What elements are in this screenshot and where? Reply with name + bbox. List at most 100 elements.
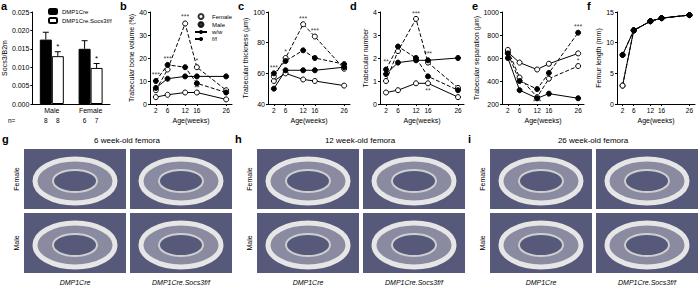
- svg-text:n=: n=: [8, 117, 16, 124]
- svg-text:Trabecular separation (μm): Trabecular separation (μm): [473, 16, 481, 100]
- svg-text:Socs3/B2m: Socs3/B2m: [1, 40, 8, 76]
- svg-text:Female: Female: [479, 167, 486, 190]
- svg-text:2: 2: [384, 107, 388, 114]
- svg-text:DMP1Cre.Socs3f/f: DMP1Cre.Socs3f/f: [62, 18, 112, 24]
- svg-text:Age(weeks): Age(weeks): [638, 117, 675, 125]
- svg-text:26: 26: [575, 107, 583, 114]
- svg-text:Age(weeks): Age(weeks): [404, 117, 441, 125]
- svg-text:3: 3: [373, 32, 377, 39]
- svg-text:Age(weeks): Age(weeks): [291, 117, 328, 125]
- svg-text:Trabecular thickness (μm): Trabecular thickness (μm): [242, 18, 250, 99]
- svg-text:DMP1Cre: DMP1Cre: [526, 279, 557, 286]
- svg-text:2: 2: [272, 107, 276, 114]
- svg-text:***: ***: [574, 23, 582, 30]
- svg-text:6: 6: [632, 107, 636, 114]
- svg-text:Trabecular number: Trabecular number: [362, 28, 369, 88]
- svg-text:2: 2: [373, 55, 377, 62]
- svg-text:0: 0: [143, 101, 147, 108]
- svg-text:f: f: [587, 0, 591, 12]
- svg-text:DMP1Cre: DMP1Cre: [62, 9, 89, 15]
- svg-text:DMP1Cre.Socs3f/f: DMP1Cre.Socs3f/f: [618, 279, 677, 286]
- svg-text:Female: Female: [13, 167, 20, 190]
- svg-text:**: **: [425, 87, 431, 94]
- svg-text:e: e: [472, 0, 478, 12]
- svg-text:6: 6: [518, 107, 522, 114]
- svg-text:10: 10: [139, 78, 147, 85]
- svg-text:6: 6: [396, 107, 400, 114]
- svg-text:Age(weeks): Age(weeks): [173, 117, 210, 125]
- svg-text:b: b: [120, 0, 127, 12]
- svg-text:DMP1Cre.Socs3f/f: DMP1Cre.Socs3f/f: [385, 279, 444, 286]
- svg-text:Male: Male: [212, 22, 226, 28]
- svg-text:400: 400: [487, 78, 499, 85]
- svg-text:*: *: [95, 54, 98, 63]
- svg-text:0: 0: [610, 101, 614, 108]
- svg-text:**: **: [383, 58, 389, 65]
- svg-text:a: a: [1, 0, 8, 12]
- svg-text:40: 40: [257, 101, 265, 108]
- svg-text:d: d: [350, 0, 357, 12]
- svg-text:*: *: [56, 42, 59, 51]
- svg-text:0.015: 0.015: [12, 45, 30, 52]
- svg-text:***: ***: [270, 64, 278, 71]
- svg-text:*: *: [284, 48, 287, 55]
- svg-text:26: 26: [686, 107, 694, 114]
- svg-text:16: 16: [193, 107, 201, 114]
- svg-text:16: 16: [545, 107, 553, 114]
- svg-text:Trabecular bone volume (%): Trabecular bone volume (%): [128, 14, 136, 102]
- svg-text:0.025: 0.025: [12, 9, 30, 16]
- svg-text:***: ***: [299, 15, 307, 22]
- svg-text:Female: Female: [212, 14, 233, 20]
- svg-text:Femur length (mm): Femur length (mm): [595, 28, 603, 88]
- svg-text:12: 12: [182, 107, 190, 114]
- svg-text:Age(weeks): Age(weeks): [525, 117, 562, 125]
- svg-text:2: 2: [506, 107, 510, 114]
- svg-text:DMP1Cre.Socs3f/f: DMP1Cre.Socs3f/f: [152, 279, 211, 286]
- svg-text:16: 16: [311, 107, 319, 114]
- svg-text:0.000: 0.000: [12, 101, 30, 108]
- svg-text:26: 26: [223, 107, 231, 114]
- svg-text:DMP1Cre: DMP1Cre: [60, 279, 91, 286]
- svg-text:16: 16: [424, 107, 432, 114]
- svg-text:12 week-old femora: 12 week-old femora: [325, 136, 396, 145]
- svg-text:i: i: [468, 133, 471, 145]
- svg-text:7: 7: [95, 117, 99, 124]
- svg-text:Male: Male: [13, 235, 20, 250]
- svg-text:200: 200: [487, 101, 499, 108]
- svg-text:***: ***: [412, 10, 420, 17]
- svg-text:f/f: f/f: [212, 36, 217, 42]
- svg-text:15: 15: [606, 9, 614, 16]
- svg-text:0: 0: [373, 101, 377, 108]
- svg-text:0.020: 0.020: [12, 27, 30, 34]
- svg-text:2: 2: [621, 107, 625, 114]
- svg-text:DMP1Cre: DMP1Cre: [293, 279, 324, 286]
- svg-text:2: 2: [154, 107, 158, 114]
- svg-text:100: 100: [253, 9, 265, 16]
- svg-text:0.005: 0.005: [12, 82, 30, 89]
- svg-text:26 week-old femora: 26 week-old femora: [558, 136, 629, 145]
- svg-text:8: 8: [56, 117, 60, 124]
- svg-text:60: 60: [257, 70, 265, 77]
- svg-text:***: ***: [181, 13, 189, 20]
- svg-text:40: 40: [139, 9, 147, 16]
- svg-text:12: 12: [647, 107, 655, 114]
- svg-text:g: g: [2, 133, 9, 145]
- svg-text:*: *: [577, 57, 580, 64]
- svg-text:***: ***: [152, 71, 160, 78]
- svg-text:6 week-old femora: 6 week-old femora: [94, 136, 160, 145]
- svg-text:Male: Male: [44, 107, 59, 114]
- svg-text:5: 5: [610, 70, 614, 77]
- svg-text:c: c: [238, 0, 244, 12]
- svg-text:1: 1: [373, 78, 377, 85]
- svg-text:4: 4: [373, 9, 377, 16]
- svg-text:8: 8: [44, 117, 48, 124]
- svg-text:26: 26: [454, 107, 462, 114]
- svg-text:600: 600: [487, 55, 499, 62]
- svg-text:6: 6: [166, 107, 170, 114]
- svg-text:12: 12: [412, 107, 420, 114]
- svg-text:1000: 1000: [483, 9, 499, 16]
- svg-text:6: 6: [83, 117, 87, 124]
- svg-text:Female: Female: [79, 107, 102, 114]
- svg-text:w/w: w/w: [211, 29, 223, 35]
- svg-text:h: h: [235, 133, 242, 145]
